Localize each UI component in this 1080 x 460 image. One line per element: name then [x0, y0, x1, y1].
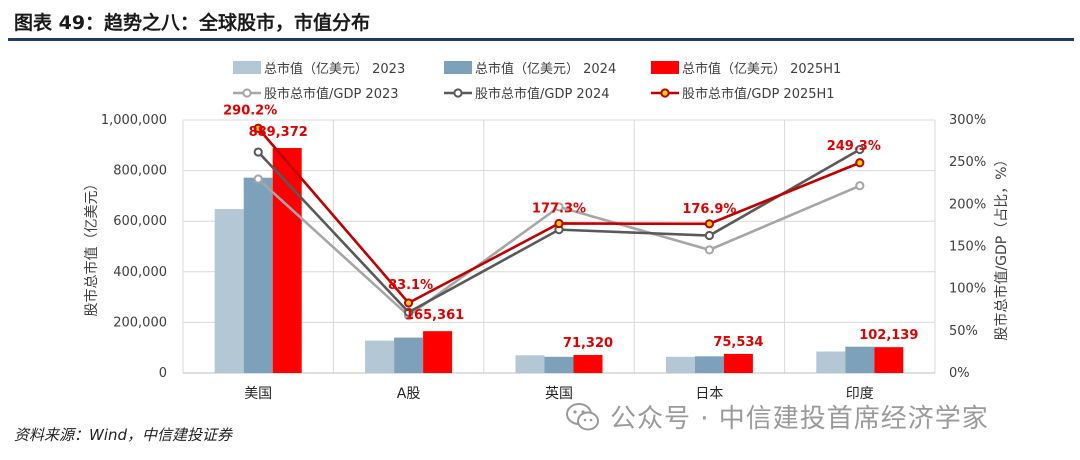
bar-3-4	[723, 353, 753, 373]
line-marker-2-4	[704, 230, 715, 241]
line-value-label: 177.3%	[532, 201, 586, 216]
legend-swatch-marker	[660, 88, 670, 98]
category-label: 印度	[846, 386, 874, 402]
legend-swatch-marker	[453, 88, 463, 98]
left-tick-label: 800,000	[113, 164, 167, 179]
line-value-label: 176.9%	[682, 202, 736, 217]
line-value-label: 290.2%	[223, 103, 277, 118]
left-tick-label: 400,000	[113, 265, 167, 280]
right-tick-label: 150%	[949, 240, 986, 255]
bar-2-4	[694, 356, 724, 373]
line-marker-1-5	[855, 181, 865, 191]
left-tick-label: 1,000,000	[101, 113, 167, 128]
line-marker-2-5	[855, 144, 865, 155]
legend-label: 总市值（亿美元） 2025H1	[682, 61, 841, 77]
legend-swatch-bar	[651, 61, 679, 74]
legend-swatch-marker	[242, 88, 252, 98]
bar-2-1	[243, 177, 273, 373]
line-marker-3-5	[855, 158, 865, 168]
legend-label: 股市总市值/GDP 2023	[264, 86, 399, 102]
category-label: 美国	[244, 386, 272, 402]
bar-3-1	[272, 147, 302, 373]
watermark: 公众号 · 中信建投首席经济学家	[566, 398, 989, 435]
bar-2-2	[394, 337, 424, 373]
bar-1-1	[214, 209, 244, 373]
legend-label: 股市总市值/GDP 2024	[475, 86, 610, 102]
bar-1-4	[665, 356, 695, 373]
legend-label: 总市值（亿美元） 2024	[475, 61, 616, 77]
line-marker-1-1	[253, 174, 263, 184]
right-tick-label: 0%	[949, 366, 970, 381]
right-tick-label: 100%	[949, 282, 986, 297]
line-marker-2-1	[253, 147, 263, 157]
bar-1-2	[365, 340, 395, 373]
left-axis-title: 股市总市值（亿美元）	[83, 177, 100, 317]
legend-label: 股市总市值/GDP 2025H1	[682, 86, 835, 102]
right-tick-label: 300%	[949, 113, 986, 128]
category-label: A股	[397, 386, 421, 402]
bar-3-5	[874, 347, 904, 373]
left-tick-label: 200,000	[113, 315, 167, 330]
right-axis-title: 股市总市值/GDP（占比，%）	[993, 152, 1010, 340]
bar-value-label: 165,361	[405, 308, 464, 323]
category-label: 英国	[545, 385, 573, 402]
bar-value-label: 71,320	[563, 336, 613, 351]
line-marker-1-4	[704, 245, 715, 255]
line-marker-3-2	[404, 298, 414, 308]
bar-3-3	[573, 354, 603, 373]
wechat-icon	[566, 402, 599, 430]
bar-3-2	[423, 331, 453, 373]
line-marker-1-3	[554, 202, 564, 212]
bar-value-label: 102,139	[859, 328, 918, 343]
line-marker-3-1	[253, 123, 263, 133]
bar-value-label: 75,534	[713, 335, 763, 350]
line-marker-2-2	[404, 307, 414, 317]
legend-swatch-bar	[444, 61, 472, 74]
bar-1-3	[515, 355, 545, 373]
bar-2-3	[544, 356, 574, 373]
watermark-text: 公众号 · 中信建投首席经济学家	[610, 404, 989, 434]
line-marker-3-3	[554, 218, 564, 229]
legend-swatch-bar	[233, 61, 261, 74]
left-tick-label: 600,000	[113, 214, 167, 229]
right-tick-label: 50%	[949, 324, 978, 339]
bar-value-label: 889,372	[249, 125, 308, 140]
figure-title: 图表 49：趋势之八：全球股市，市值分布	[14, 12, 371, 34]
bar-2-5	[845, 346, 875, 373]
market-cap-chart: 0 200,000 400,000 600,000 800,000 1,000,000 0%…	[83, 61, 1010, 402]
line-value-label: 83.1%	[388, 278, 433, 293]
report-header: 图表 49：趋势之八：全球股市，市值分布	[0, 0, 1080, 44]
line-value-label: 249.3%	[827, 139, 881, 154]
legend-label: 总市值（亿美元） 2023	[264, 61, 405, 77]
right-tick-label: 250%	[949, 155, 986, 170]
bar-1-5	[816, 351, 846, 373]
source-note: 资料来源：Wind，中信建投证券	[14, 426, 233, 444]
title-rule	[8, 38, 1074, 41]
left-tick-label: 0	[159, 366, 167, 381]
line-marker-3-4	[704, 219, 715, 229]
category-label: 日本	[695, 386, 723, 402]
right-tick-label: 200%	[949, 197, 986, 212]
